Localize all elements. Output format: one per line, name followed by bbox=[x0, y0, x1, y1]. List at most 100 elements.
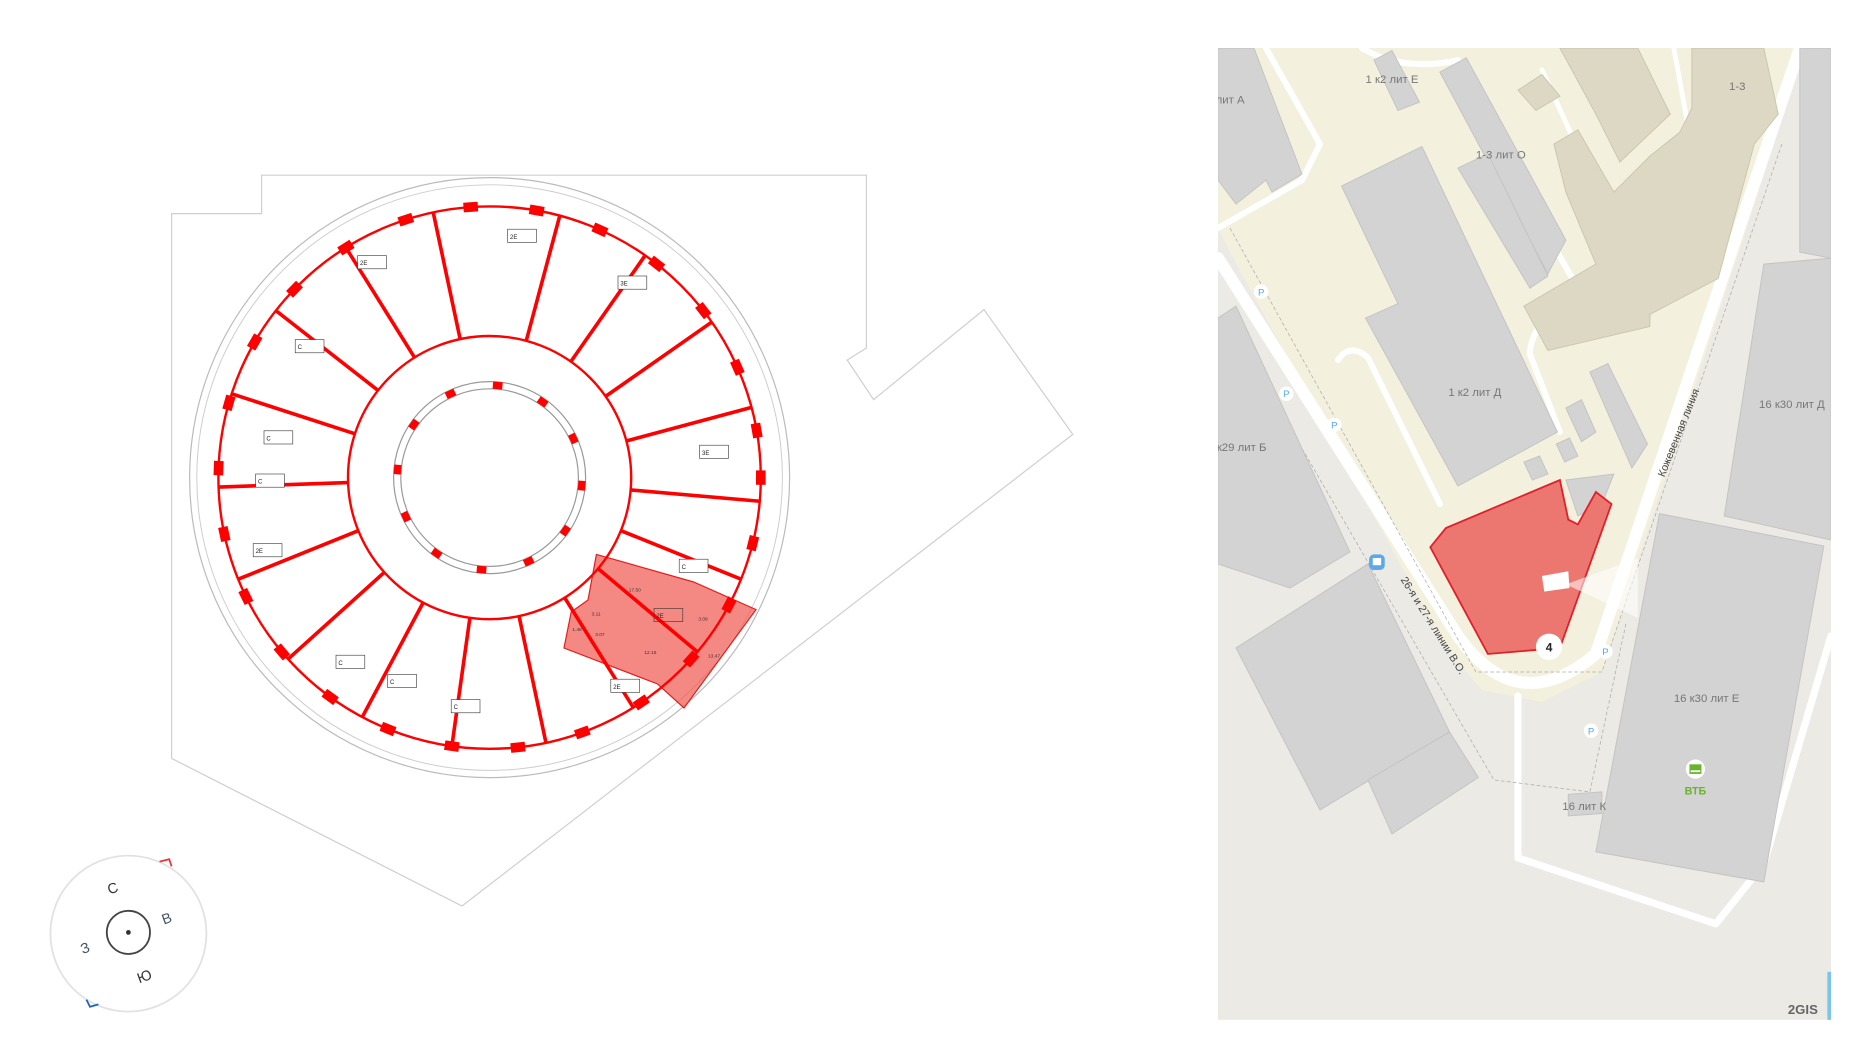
parking-icon[interactable] bbox=[1253, 284, 1269, 299]
apartment-label[interactable]: С bbox=[263, 430, 294, 445]
courtyard-pier bbox=[536, 396, 549, 408]
apartment-label[interactable]: С bbox=[450, 699, 481, 714]
wall-pier bbox=[647, 255, 666, 273]
wall-pier bbox=[632, 694, 650, 711]
highlighted-building[interactable] bbox=[1429, 478, 1613, 655]
partition-wall bbox=[596, 567, 699, 654]
partition-wall bbox=[274, 309, 380, 392]
wall-pier bbox=[321, 688, 339, 706]
road-south bbox=[1514, 632, 1831, 928]
bus-stop-icon[interactable] bbox=[1369, 554, 1385, 570]
2gis-logo[interactable]: 2GIS bbox=[1788, 1002, 1818, 1017]
wall-pier bbox=[695, 302, 712, 320]
apartment-label[interactable]: С bbox=[294, 339, 325, 354]
partition-wall bbox=[524, 215, 562, 342]
building-16k30-lit-d bbox=[1723, 257, 1831, 541]
apartment-label[interactable]: С bbox=[335, 654, 366, 669]
apartment-label[interactable]: С bbox=[255, 473, 285, 488]
wall-pier bbox=[746, 535, 760, 552]
partition-wall bbox=[604, 320, 713, 398]
label-1-3-lit-o: 1-3 лит О bbox=[1476, 150, 1526, 162]
apartment-label[interactable]: С bbox=[387, 674, 417, 688]
apartment-type: С bbox=[258, 480, 263, 486]
selected-apartment-labels: 2Е 17.50 12.15 13.47 3.09 3.11 1.48 3.07 bbox=[572, 588, 720, 660]
wall-pier bbox=[510, 741, 526, 753]
partition-wall bbox=[569, 254, 647, 363]
partition-wall bbox=[625, 405, 753, 443]
building-1k2-lit-d bbox=[1340, 145, 1559, 487]
balcony-ring bbox=[196, 184, 783, 771]
courtyard-pier bbox=[568, 432, 579, 445]
apartment-label[interactable]: 2Е bbox=[610, 678, 640, 693]
partition-wall bbox=[450, 617, 472, 747]
compass[interactable]: С З В Ю bbox=[49, 854, 208, 1013]
apartment-type: 3Е bbox=[702, 451, 709, 457]
apartment-type: 2Е bbox=[656, 614, 663, 620]
wall-pier bbox=[337, 239, 355, 256]
location-map[interactable]: 4 P P P P P ВТБ лит А 1 к2 лит Е 1-3 1-3 лит… bbox=[1218, 48, 1831, 1020]
apartment-label[interactable]: 2Е bbox=[252, 543, 283, 558]
partition-wall bbox=[517, 615, 548, 744]
apartment-label[interactable]: 3Е bbox=[617, 275, 648, 290]
label-16k30-lit-d: 16 к30 лит Д bbox=[1759, 399, 1825, 411]
courtyard-pier bbox=[430, 547, 443, 559]
wall-pier bbox=[379, 721, 397, 737]
wall-pier bbox=[444, 740, 460, 752]
bank-icon[interactable] bbox=[1685, 759, 1706, 779]
wall-pier bbox=[756, 470, 766, 485]
room-area: 3.09 bbox=[698, 616, 708, 622]
parking-icon[interactable] bbox=[1327, 417, 1342, 433]
compass-north: С bbox=[105, 880, 120, 899]
label-1k2-lit-d: 1 к2 лит Д bbox=[1448, 387, 1501, 399]
apartment-label[interactable]: 2Е bbox=[507, 228, 537, 243]
parking-icon[interactable] bbox=[1583, 723, 1599, 738]
wall-pier bbox=[286, 280, 303, 298]
bank-label[interactable]: ВТБ bbox=[1685, 785, 1707, 797]
parking-icon[interactable] bbox=[1279, 386, 1294, 401]
partition-wall bbox=[231, 392, 356, 436]
road-26-27-lines bbox=[1218, 48, 1806, 689]
building-k29-lit-b bbox=[1218, 305, 1351, 589]
wall-pier bbox=[528, 204, 545, 217]
apartment-type: 2Е bbox=[510, 235, 517, 241]
parking-label: P bbox=[1258, 287, 1264, 298]
courtyard-pier bbox=[476, 565, 487, 574]
site-boundary bbox=[171, 174, 1074, 907]
apartment-label[interactable]: 2Е bbox=[357, 255, 387, 270]
partition-wall bbox=[431, 211, 462, 340]
courtyard-pier bbox=[408, 418, 420, 431]
apartment-type: С bbox=[298, 345, 303, 351]
label-lit-a: лит А bbox=[1218, 94, 1245, 106]
wall-pier bbox=[397, 212, 415, 227]
partition-wall bbox=[286, 571, 386, 661]
south-marker-icon bbox=[85, 999, 99, 1008]
parking-icon[interactable] bbox=[1598, 644, 1613, 659]
apartment-type: 2Е bbox=[256, 549, 263, 555]
apartment-label[interactable]: 3Е bbox=[699, 444, 729, 459]
corridor-wall bbox=[346, 334, 633, 621]
courtyard-ring bbox=[393, 381, 587, 575]
apartment-type: 2Е bbox=[613, 685, 620, 691]
building-16-lit-k bbox=[1567, 791, 1603, 817]
wall-pier bbox=[213, 460, 224, 476]
building-16k30-lit-e bbox=[1595, 513, 1825, 883]
label-1-3: 1-3 bbox=[1729, 81, 1745, 93]
wall-pier bbox=[246, 333, 263, 351]
parking-label: P bbox=[1283, 389, 1289, 400]
partition-wall bbox=[620, 528, 742, 581]
room-area: 17.50 bbox=[629, 588, 641, 594]
compass-dial-icon bbox=[105, 909, 151, 955]
apartment-label[interactable]: С bbox=[678, 558, 709, 573]
wall-pier bbox=[273, 643, 291, 661]
building-number: 4 bbox=[1546, 641, 1553, 655]
building-lit-a bbox=[1218, 48, 1303, 205]
wall-pier bbox=[463, 201, 479, 213]
wall-pier bbox=[721, 596, 737, 614]
wall-pier bbox=[682, 650, 700, 668]
apartment-type: 3Е bbox=[620, 282, 627, 288]
selected-apartment[interactable] bbox=[563, 553, 757, 709]
apartment-type: С bbox=[338, 661, 343, 667]
building-number-marker[interactable] bbox=[1535, 633, 1563, 660]
parking-label: P bbox=[1588, 726, 1594, 737]
north-marker-icon bbox=[159, 858, 173, 867]
